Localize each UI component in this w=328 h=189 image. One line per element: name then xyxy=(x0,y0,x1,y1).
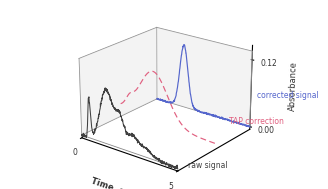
X-axis label: Time, s: Time, s xyxy=(90,177,125,189)
